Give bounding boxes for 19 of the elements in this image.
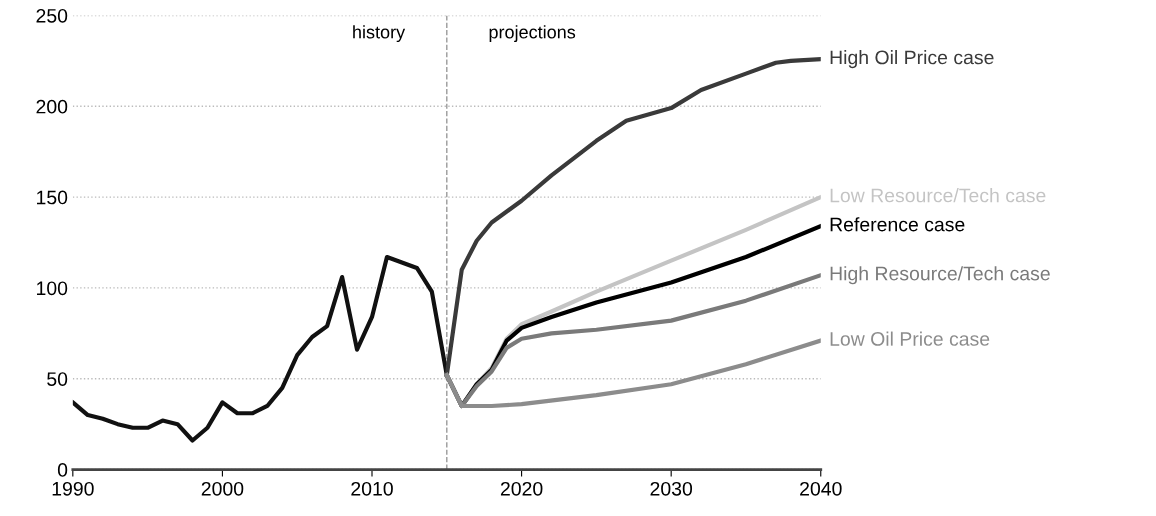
y-tick-label: 150 <box>37 190 68 205</box>
y-tick-label: 100 <box>37 281 68 296</box>
x-tick-label: 2010 <box>351 481 393 496</box>
series-label: High Oil Price case <box>830 50 994 69</box>
y-tick-label: 0 <box>57 463 68 477</box>
y-tick-label: 200 <box>36 99 68 114</box>
x-tick-label: 2000 <box>201 481 244 496</box>
series-label: Low Oil Price case <box>830 331 990 346</box>
series-label: Low Resource/Tech case <box>830 188 1046 203</box>
x-tick-label: 2030 <box>650 481 693 496</box>
x-tick-label: 2040 <box>800 481 842 496</box>
annotation: history <box>353 25 406 43</box>
y-tick-label: 50 <box>47 372 68 386</box>
y-tick-label: 250 <box>36 8 68 23</box>
x-tick-label: 1990 <box>52 481 94 496</box>
x-tick-label: 2020 <box>500 481 543 496</box>
series-label: Reference case <box>830 217 965 232</box>
annotation: projections <box>489 25 576 43</box>
series-label: High Resource/Tech case <box>830 266 1050 285</box>
